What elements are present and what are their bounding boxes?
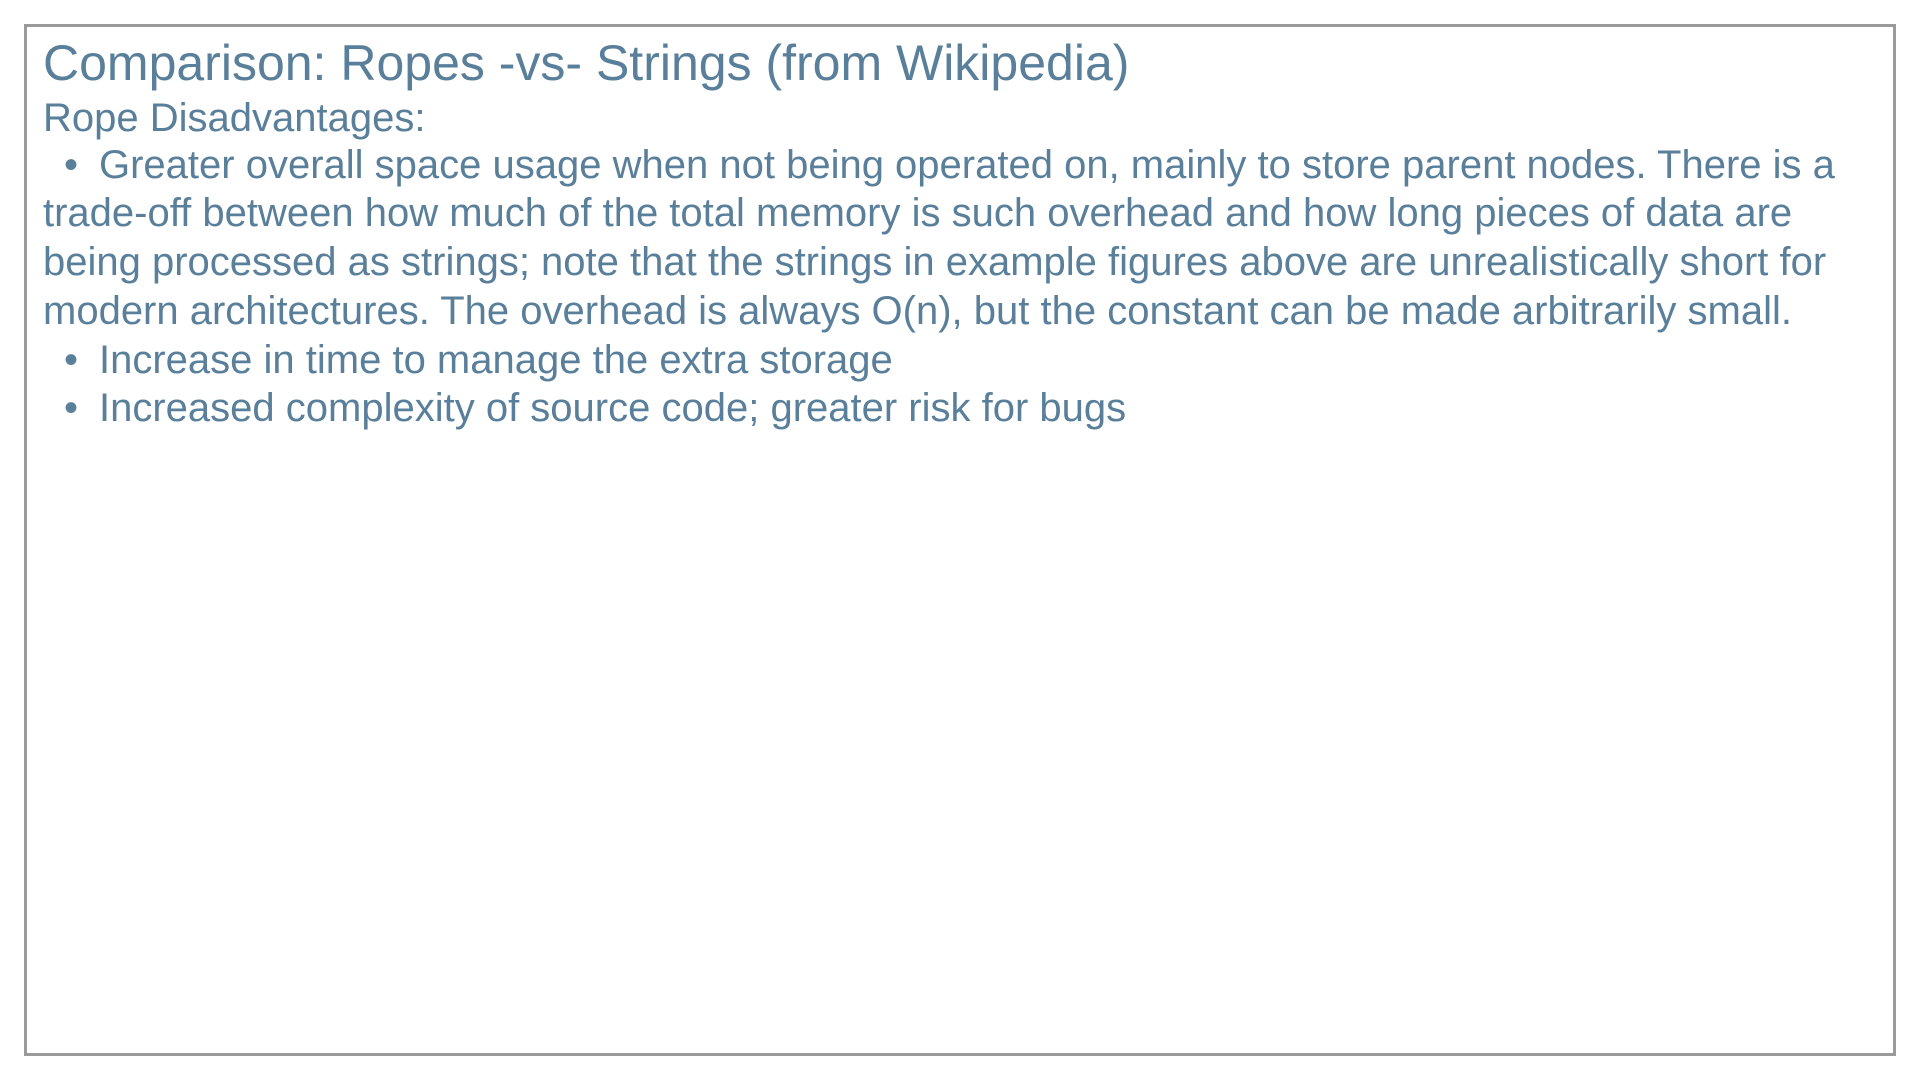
slide-container: Comparison: Ropes -vs- Strings (from Wik…	[24, 24, 1896, 1056]
bullet-text: Greater overall space usage when not bei…	[43, 143, 1835, 333]
bullet-icon: •	[43, 336, 99, 385]
bullet-icon: •	[43, 141, 99, 190]
bullet-list: •Greater overall space usage when not be…	[43, 141, 1877, 434]
slide-subtitle: Rope Disadvantages:	[43, 95, 1877, 141]
list-item: •Greater overall space usage when not be…	[43, 141, 1877, 336]
list-item: •Increase in time to manage the extra st…	[43, 336, 1877, 385]
list-item: •Increased complexity of source code; gr…	[43, 384, 1877, 433]
bullet-text: Increase in time to manage the extra sto…	[99, 338, 893, 382]
slide-title: Comparison: Ropes -vs- Strings (from Wik…	[43, 35, 1877, 93]
bullet-icon: •	[43, 384, 99, 433]
bullet-text: Increased complexity of source code; gre…	[99, 386, 1126, 430]
